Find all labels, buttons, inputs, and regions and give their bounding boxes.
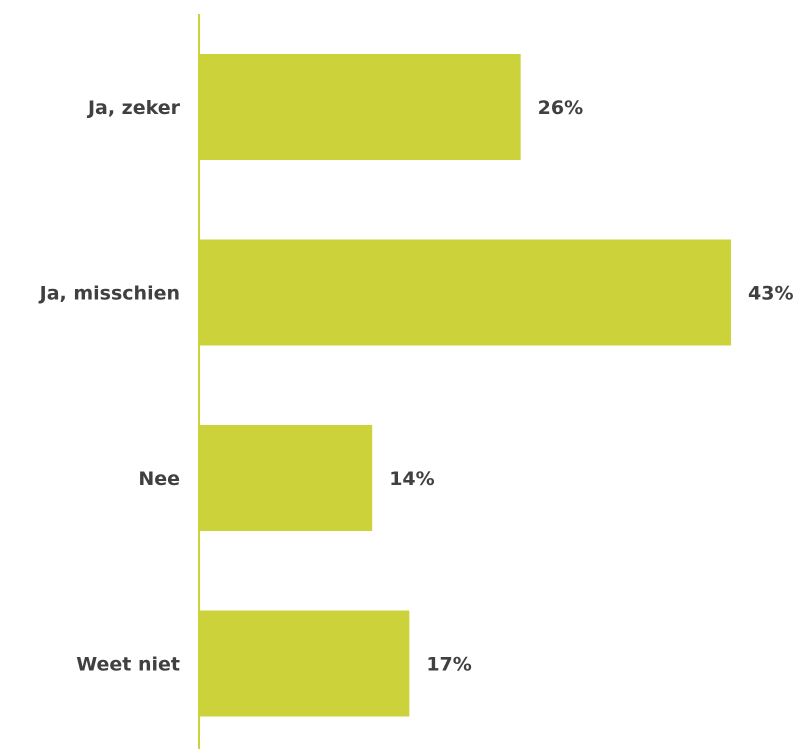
value-labels-group: 26% 43% 14% 17% [389, 97, 793, 676]
bar-weet-niet [199, 610, 410, 717]
value-label-nee: 14% [389, 468, 434, 490]
bar-nee [199, 425, 373, 531]
category-labels-group: Ja, zeker Ja, misschien Nee Weet niet [38, 97, 181, 676]
category-label-weet-niet: Weet niet [76, 654, 180, 676]
category-label-ja-zeker: Ja, zeker [86, 97, 181, 119]
category-label-ja-misschien: Ja, misschien [38, 283, 180, 305]
category-label-nee: Nee [138, 468, 180, 490]
value-label-ja-misschien: 43% [748, 283, 793, 305]
value-label-weet-niet: 17% [426, 654, 471, 676]
bars-group [199, 54, 731, 717]
value-label-ja-zeker: 26% [538, 97, 583, 119]
bar-ja-zeker [199, 54, 521, 160]
bar-ja-misschien [199, 239, 731, 346]
